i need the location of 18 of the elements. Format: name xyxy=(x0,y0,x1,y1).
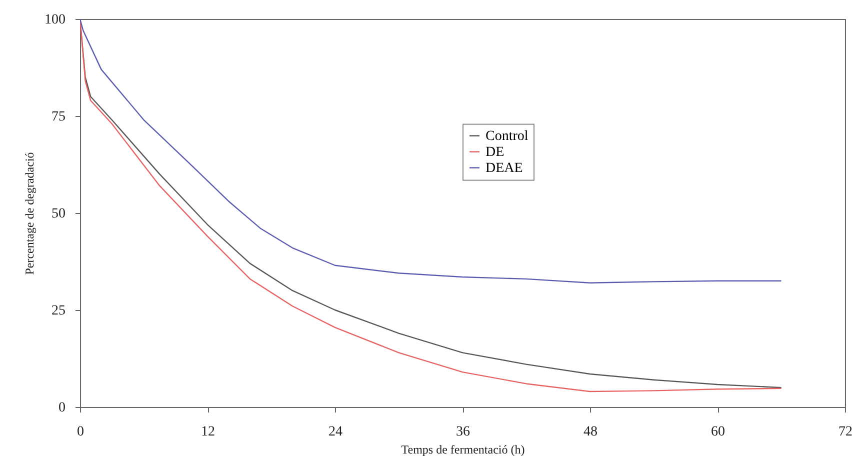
y-tick-label: 100 xyxy=(44,12,66,28)
x-tick-label: 0 xyxy=(77,424,84,440)
x-tick-label: 36 xyxy=(456,424,470,440)
y-axis-title: Percentage de degradació xyxy=(22,152,36,275)
x-axis-title: Temps de fermentació (h) xyxy=(401,442,525,456)
legend-label: DE xyxy=(486,144,504,160)
x-tick-label: 60 xyxy=(711,424,725,440)
y-tick-label: 75 xyxy=(52,110,66,124)
x-tick-label: 24 xyxy=(328,424,342,440)
x-tick-label: 12 xyxy=(201,424,215,440)
x-tick-label: 48 xyxy=(584,424,598,440)
legend-label: DEAE xyxy=(486,160,523,176)
y-tick-label: 50 xyxy=(52,206,66,222)
x-tick-label: 72 xyxy=(838,424,852,440)
line-series xyxy=(80,19,782,284)
legend-label: Control xyxy=(486,128,528,144)
y-tick-label: 0 xyxy=(58,400,66,416)
y-tick-label: 25 xyxy=(52,304,66,318)
